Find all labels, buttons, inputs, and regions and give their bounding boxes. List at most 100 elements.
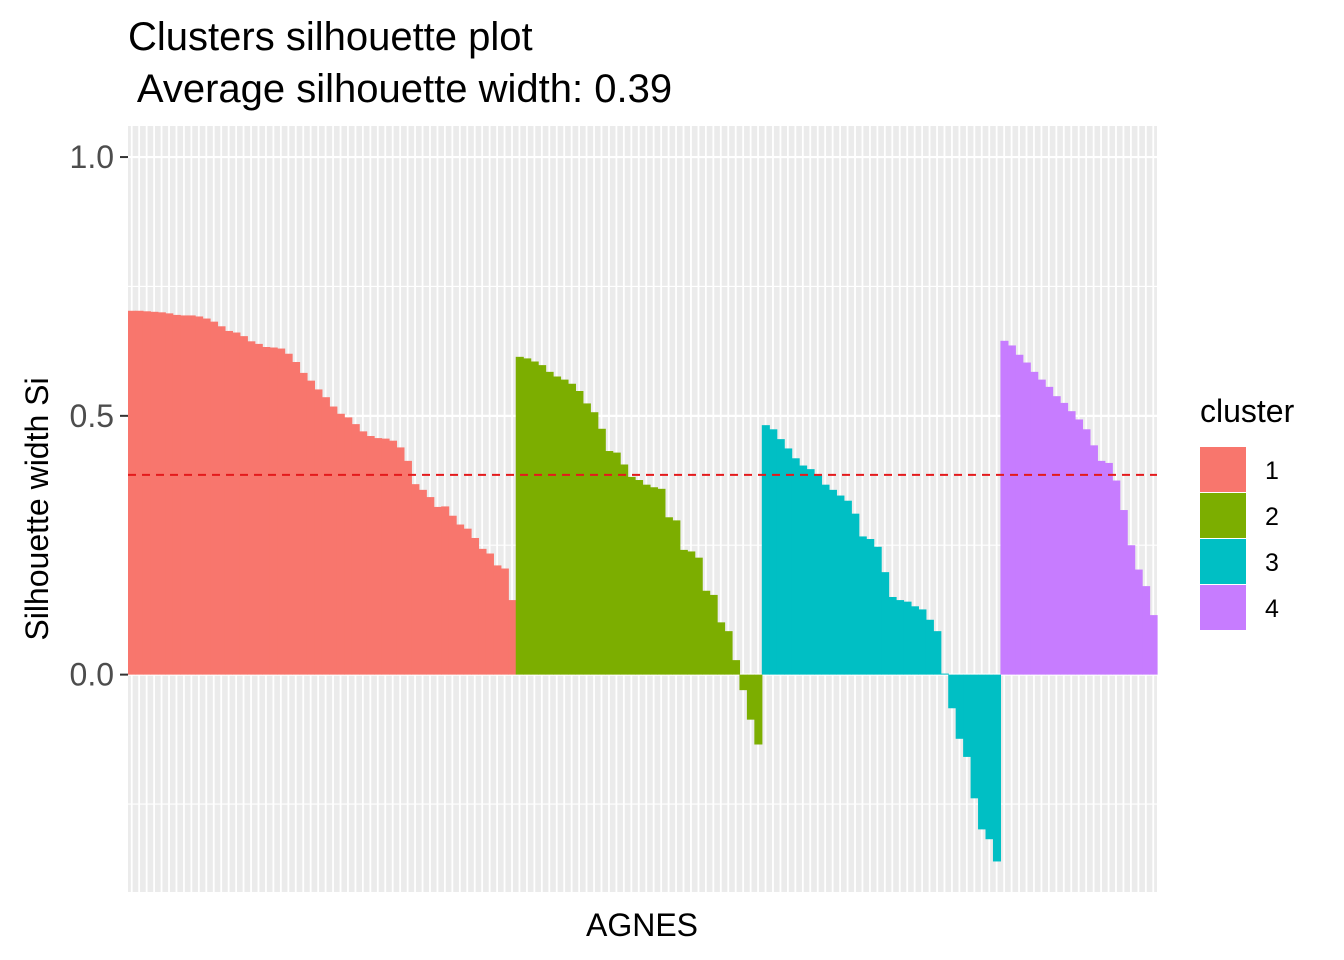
silhouette-bar-cluster-2 [731, 660, 741, 675]
silhouette-bar-cluster-2 [560, 379, 569, 675]
silhouette-bar-cluster-1 [247, 341, 256, 675]
silhouette-bar-cluster-2 [702, 590, 711, 675]
y-tick-label: 0.0 [70, 657, 114, 693]
silhouette-bar-cluster-1 [195, 316, 204, 675]
silhouette-bar-cluster-4 [1134, 569, 1143, 675]
silhouette-bar-cluster-2 [620, 464, 629, 675]
silhouette-bar-cluster-1 [165, 313, 174, 675]
silhouette-bar-cluster-3 [761, 425, 770, 675]
silhouette-bar-cluster-2 [567, 383, 576, 675]
legend-key-2 [1200, 493, 1246, 538]
silhouette-bar-cluster-3 [836, 495, 845, 675]
silhouette-bar-cluster-4 [1052, 396, 1061, 675]
silhouette-bar-cluster-1 [478, 548, 487, 675]
silhouette-bar-cluster-2 [739, 674, 748, 691]
silhouette-bar-cluster-3 [769, 429, 778, 675]
silhouette-bar-cluster-1 [433, 506, 442, 675]
chart-title-line-2: Average silhouette width: 0.39 [128, 67, 672, 111]
silhouette-bar-cluster-2 [642, 484, 651, 675]
silhouette-bar-cluster-2 [582, 403, 591, 675]
silhouette-bar-cluster-1 [344, 417, 353, 675]
silhouette-bar-cluster-1 [366, 436, 375, 675]
silhouette-bar-cluster-1 [210, 321, 219, 675]
silhouette-bar-cluster-3 [978, 674, 987, 830]
silhouette-bar-cluster-3 [873, 546, 882, 675]
silhouette-bar-cluster-4 [1089, 445, 1098, 675]
silhouette-bar-cluster-1 [299, 372, 308, 675]
silhouette-bar-cluster-3 [918, 609, 927, 675]
silhouette-bar-cluster-3 [851, 513, 860, 675]
silhouette-bar-cluster-2 [590, 412, 599, 675]
silhouette-bar-cluster-4 [1067, 411, 1076, 675]
silhouette-bar-cluster-1 [403, 460, 412, 675]
silhouette-bar-cluster-1 [359, 431, 368, 675]
silhouette-bar-cluster-1 [336, 413, 345, 675]
silhouette-bar-cluster-4 [1104, 462, 1113, 675]
silhouette-bar-cluster-1 [187, 315, 196, 675]
silhouette-bar-cluster-4 [1112, 480, 1121, 675]
silhouette-bar-cluster-1 [388, 440, 398, 675]
silhouette-bar-cluster-3 [881, 572, 890, 675]
silhouette-bar-cluster-1 [374, 438, 383, 675]
silhouette-bar-cluster-3 [933, 631, 942, 675]
silhouette-bar-cluster-1 [411, 484, 420, 675]
silhouette-bar-cluster-4 [1127, 545, 1136, 675]
silhouette-bar-cluster-4 [1022, 362, 1031, 675]
y-axis: 0.0 0.5 1.0 [70, 139, 128, 693]
silhouette-bar-cluster-2 [627, 476, 636, 675]
silhouette-bar-cluster-1 [254, 343, 263, 675]
silhouette-bar-cluster-1 [292, 362, 301, 675]
silhouette-bar-cluster-4 [1015, 354, 1024, 675]
silhouette-bar-cluster-3 [858, 536, 867, 675]
legend-label-3: 3 [1265, 549, 1279, 577]
silhouette-bar-cluster-1 [426, 497, 435, 675]
silhouette-bar-cluster-3 [814, 475, 823, 675]
silhouette-bar-cluster-3 [985, 674, 994, 840]
silhouette-bar-cluster-2 [523, 358, 532, 675]
silhouette-bar-cluster-1 [239, 336, 248, 675]
silhouette-bar-cluster-3 [828, 489, 837, 675]
silhouette-bar-cluster-2 [672, 520, 681, 675]
silhouette-bar-cluster-1 [314, 389, 323, 675]
silhouette-bar-cluster-1 [269, 347, 278, 675]
silhouette-bar-cluster-2 [515, 356, 524, 675]
silhouette-bar-cluster-2 [649, 487, 659, 675]
silhouette-bar-cluster-1 [142, 311, 151, 675]
silhouette-bar-cluster-4 [1082, 429, 1091, 675]
silhouette-bar-cluster-4 [1030, 371, 1039, 675]
silhouette-bar-cluster-4 [1097, 460, 1106, 675]
silhouette-bar-cluster-2 [605, 451, 614, 675]
silhouette-bar-cluster-1 [224, 330, 233, 675]
silhouette-bar-cluster-3 [806, 469, 815, 675]
silhouette-bar-cluster-1 [396, 447, 405, 675]
silhouette-bar-cluster-2 [664, 517, 673, 675]
silhouette-bar-cluster-1 [232, 332, 241, 675]
silhouette-bar-cluster-3 [799, 465, 808, 675]
silhouette-bar-cluster-3 [925, 619, 934, 675]
silhouette-bar-cluster-1 [306, 380, 316, 675]
silhouette-bar-cluster-1 [448, 515, 457, 675]
silhouette-bar-cluster-1 [262, 347, 271, 675]
silhouette-bar-cluster-1 [180, 315, 189, 675]
silhouette-bar-cluster-1 [321, 397, 330, 675]
silhouette-bar-cluster-2 [754, 674, 763, 745]
silhouette-bar-cluster-1 [493, 565, 502, 675]
silhouette-bar-cluster-2 [709, 594, 718, 675]
legend-label-2: 2 [1265, 503, 1279, 531]
silhouette-bar-cluster-4 [1149, 615, 1158, 675]
y-axis-label: Silhouette width Si [19, 377, 55, 640]
silhouette-bar-cluster-1 [441, 506, 450, 675]
silhouette-bar-cluster-3 [821, 484, 830, 675]
silhouette-bar-cluster-3 [970, 674, 979, 799]
silhouette-bar-cluster-2 [679, 549, 688, 675]
legend-key-1 [1200, 447, 1246, 492]
silhouette-bar-cluster-1 [456, 524, 465, 675]
silhouette-bar-cluster-2 [746, 674, 755, 720]
silhouette-bar-cluster-3 [940, 673, 949, 675]
silhouette-bar-cluster-1 [351, 424, 360, 675]
silhouette-bar-cluster-1 [157, 312, 166, 675]
silhouette-bar-cluster-4 [1119, 510, 1128, 675]
silhouette-bar-cluster-4 [1142, 586, 1151, 675]
silhouette-bar-cluster-1 [202, 318, 211, 675]
silhouette-bar-cluster-2 [724, 631, 733, 675]
